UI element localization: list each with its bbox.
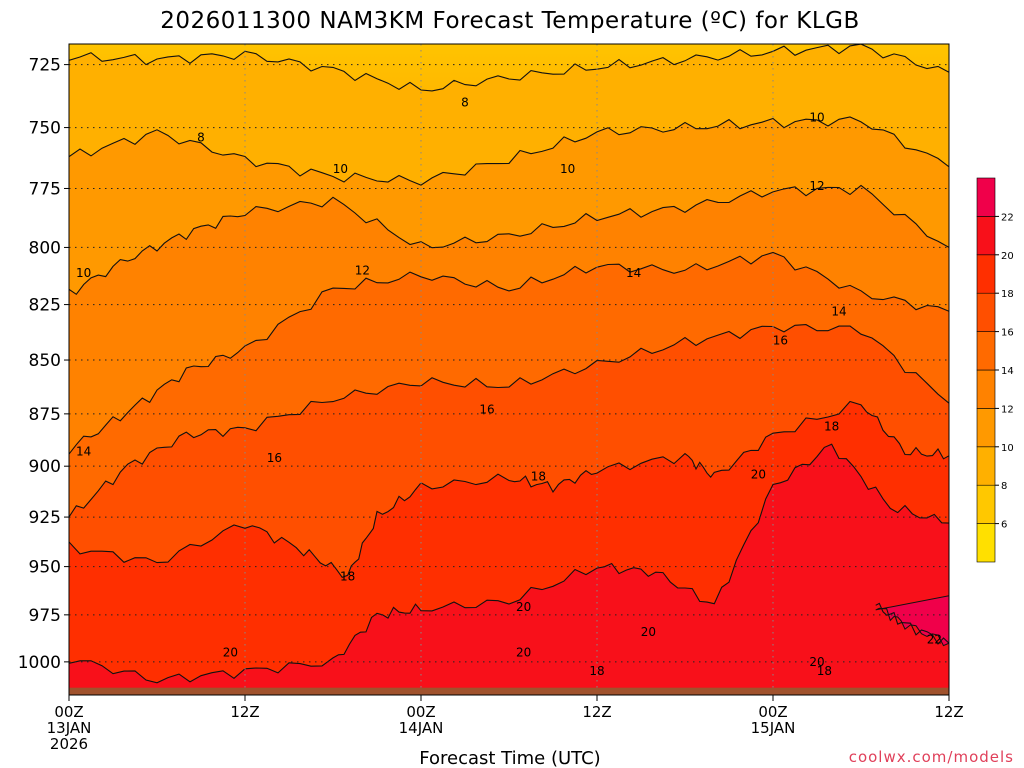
x-tick-label-0-0: 00Z bbox=[54, 703, 83, 721]
colorbar-segment-18 bbox=[976, 254, 996, 294]
y-tick-label-725: 725 bbox=[29, 56, 61, 76]
y-tick-label-975: 975 bbox=[29, 606, 61, 626]
contour-label-18: 18 bbox=[589, 664, 604, 678]
contour-label-20: 20 bbox=[751, 467, 766, 481]
contour-label-20: 20 bbox=[809, 655, 824, 669]
contour-line-8 bbox=[69, 44, 949, 92]
contour-label-18: 18 bbox=[824, 420, 839, 434]
y-tick-label-900: 900 bbox=[29, 457, 61, 477]
contour-label-18: 18 bbox=[817, 664, 832, 678]
contour-line-10 bbox=[69, 116, 949, 186]
colorbar-label-8: 8 bbox=[1001, 481, 1007, 492]
colorbar-label-22: 22 bbox=[1001, 212, 1014, 223]
y-axis: 725 750 775 800 825 850 875 900 925 950 975 1000 bbox=[18, 56, 69, 673]
colorbar-segment-8 bbox=[976, 446, 996, 486]
colorbar-label-20: 20 bbox=[1001, 251, 1014, 262]
contour-label-22: 22 bbox=[927, 632, 942, 646]
contour-label-12: 12 bbox=[809, 179, 824, 193]
contour-label-16: 16 bbox=[267, 451, 282, 465]
contour-line-16 bbox=[69, 324, 949, 518]
contour-label-10: 10 bbox=[333, 162, 348, 176]
y-tick-label-925: 925 bbox=[29, 508, 61, 528]
y-tick-label-850: 850 bbox=[29, 351, 61, 371]
y-tick-label-1000: 1000 bbox=[18, 653, 61, 673]
colorbar-segment-22 bbox=[976, 177, 996, 217]
colorbar-segment-12 bbox=[976, 369, 996, 409]
x-tick-label-12-0: 12Z bbox=[230, 703, 259, 721]
contour-label-20: 20 bbox=[223, 646, 238, 660]
chart-title: 2026011300 NAM3KM Forecast Temperature (… bbox=[160, 8, 860, 34]
contour-label-10: 10 bbox=[560, 162, 575, 176]
contour-label-18: 18 bbox=[340, 569, 355, 583]
contour-label-20: 20 bbox=[516, 646, 531, 660]
y-tick-label-775: 775 bbox=[29, 179, 61, 199]
x-tick-label-36-0: 12Z bbox=[582, 703, 611, 721]
x-tick-label-24-1: 14JAN bbox=[399, 719, 444, 737]
y-tick-label-750: 750 bbox=[29, 119, 61, 139]
contour-label-20: 20 bbox=[641, 625, 656, 639]
contour-line-18 bbox=[69, 400, 949, 578]
colorbar-label-14: 14 bbox=[1001, 366, 1014, 377]
grid-lines bbox=[69, 44, 949, 695]
contour-label-10: 10 bbox=[809, 111, 824, 125]
contour-label-16: 16 bbox=[479, 403, 494, 417]
x-tick-label-24-0: 00Z bbox=[406, 703, 435, 721]
colorbar-label-6: 6 bbox=[1001, 520, 1007, 531]
colorbar-segment-6 bbox=[976, 484, 996, 524]
contour-line-20 bbox=[69, 443, 949, 684]
colorbar-segment-16 bbox=[976, 292, 996, 332]
colorbar-segment-20 bbox=[976, 216, 996, 256]
ground-surface bbox=[69, 687, 949, 695]
contour-label-16: 16 bbox=[773, 333, 788, 347]
y-tick-label-875: 875 bbox=[29, 405, 61, 425]
colorbar-label-16: 16 bbox=[1001, 328, 1014, 339]
credit-text: coolwx.com/models bbox=[849, 748, 1014, 766]
contour-label-20: 20 bbox=[516, 600, 531, 614]
colorbar-segment-14 bbox=[976, 331, 996, 371]
x-tick-label-0-2: 2026 bbox=[50, 735, 88, 753]
contour-label-14: 14 bbox=[626, 266, 641, 280]
contour-label-10: 10 bbox=[76, 266, 91, 280]
y-tick-label-800: 800 bbox=[29, 238, 61, 258]
x-axis-title: Forecast Time (UTC) bbox=[419, 748, 600, 768]
contour-line-12 bbox=[69, 184, 949, 296]
colorbar: 6 8 10 12 14 16 18 20 22 bbox=[976, 177, 1014, 563]
contour-label-18: 18 bbox=[531, 469, 546, 483]
colorbar-label-12: 12 bbox=[1001, 404, 1014, 415]
contour-label-14: 14 bbox=[831, 304, 846, 318]
contour-line-14 bbox=[69, 251, 949, 455]
contour-label-8: 8 bbox=[461, 96, 469, 110]
contour-label-14: 14 bbox=[76, 445, 91, 459]
colorbar-segment-4 bbox=[976, 523, 996, 563]
temperature-band-20 bbox=[69, 444, 949, 695]
x-tick-label-0-1: 13JAN bbox=[47, 719, 92, 737]
x-tick-label-48-1: 15JAN bbox=[751, 719, 796, 737]
temperature-band-22 bbox=[875, 595, 949, 647]
contour-lines bbox=[69, 44, 949, 684]
contour-label-12: 12 bbox=[355, 264, 370, 278]
contour-label-8: 8 bbox=[197, 130, 205, 144]
colorbar-segment-10 bbox=[976, 408, 996, 448]
y-tick-label-950: 950 bbox=[29, 558, 61, 578]
x-tick-label-60-0: 12Z bbox=[934, 703, 963, 721]
colorbar-label-18: 18 bbox=[1001, 289, 1014, 300]
contour-line-22 bbox=[875, 602, 949, 645]
plot-frame bbox=[68, 43, 950, 696]
colorbar-label-10: 10 bbox=[1001, 443, 1014, 454]
y-tick-label-825: 825 bbox=[29, 296, 61, 316]
x-tick-label-48-0: 00Z bbox=[758, 703, 787, 721]
